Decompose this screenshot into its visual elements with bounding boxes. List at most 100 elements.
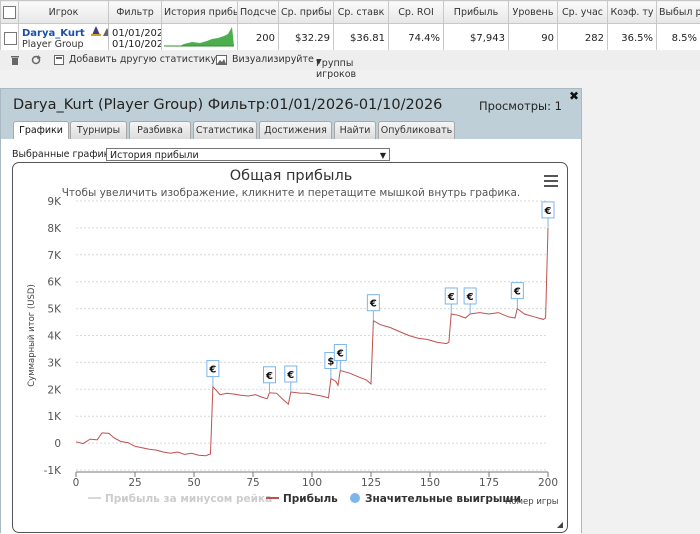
select-all-header[interactable] (1, 1, 19, 24)
big-win-flag-label: € (466, 292, 474, 303)
avg-roi-cell: 74.4% (389, 24, 444, 54)
avg-profit-cell: $32.29 (279, 24, 334, 54)
y-tick-label: 3K (47, 357, 62, 369)
x-tick-label: 150 (420, 477, 440, 489)
col-header-profit-history[interactable]: История прибы (162, 1, 238, 24)
y-tick-label: 4K (47, 331, 62, 343)
x-tick-label: 125 (361, 477, 381, 489)
add-stats-link[interactable]: Добавить другую статистику (69, 54, 216, 65)
hamburger-menu-icon[interactable] (544, 175, 558, 187)
col-header-avg-profit[interactable]: Ср. прибы (279, 1, 334, 24)
tab-breakdown[interactable]: Разбивка (129, 121, 191, 139)
tab-charts[interactable]: Графики (13, 121, 69, 141)
y-tick-label: 8K (47, 223, 62, 235)
table-header-row: Игрок Фильтр История прибы Подсче Ср. пр… (1, 1, 700, 24)
resize-handle-icon[interactable]: ◢ (557, 520, 563, 529)
y-tick-label: 7K (47, 250, 62, 262)
big-win-flag-label: € (336, 348, 344, 359)
player-stats-modal: Darya_Kurt (Player Group) Фильтр:01/01/2… (0, 88, 582, 533)
x-tick-label: 50 (187, 477, 200, 489)
col-header-level[interactable]: Уровень (509, 1, 558, 24)
count-cell: 200 (238, 24, 279, 54)
x-tick-label: 0 (73, 477, 80, 489)
y-axis-label: Суммарный итог (USD) (27, 284, 37, 387)
x-axis-label: Номер игры (505, 497, 558, 507)
big-win-flag-label: € (447, 292, 455, 303)
big-win-flag-label: € (369, 299, 377, 310)
refresh-icon[interactable] (31, 55, 41, 65)
x-tick-label: 200 (538, 477, 558, 489)
legend-profit-label: Прибыль (283, 493, 338, 505)
level-cell: 90 (509, 24, 558, 54)
col-header-avg-roi[interactable]: Ср. ROI (389, 1, 444, 24)
y-tick-label: -1K (44, 465, 62, 477)
legend-bigwin-label: Значительные выигрыши (365, 493, 521, 505)
triangle-icon (103, 28, 109, 36)
tab-achievements[interactable]: Достижения (259, 121, 332, 139)
profit-sparkline[interactable] (162, 24, 238, 50)
profit-cell: $7,943 (444, 24, 509, 54)
col-header-avg-entrants[interactable]: Ср. учас (558, 1, 608, 24)
tab-find[interactable]: Найти (334, 121, 376, 139)
trash-icon[interactable] (10, 55, 20, 65)
chart-select-value: История прибыли (110, 150, 199, 161)
chart-select-label: Выбранные графики: (12, 149, 119, 160)
table-row[interactable]: Darya_Kurt Player Group 01/01/202 01/10/… (1, 24, 700, 54)
tab-publish[interactable]: Опубликовать (378, 121, 455, 139)
big-win-flag-label: € (286, 370, 294, 381)
add-stats-icon[interactable] (54, 55, 64, 65)
col-header-count[interactable]: Подсче (238, 1, 279, 24)
legend-rake-label: Прибыль за минусом рейка (105, 493, 272, 505)
col-header-profit[interactable]: Прибыль (444, 1, 509, 24)
image-icon[interactable] (216, 55, 227, 65)
y-tick-label: 1K (47, 411, 62, 423)
col-header-avg-stake[interactable]: Ср. ставк (334, 1, 389, 24)
row-checkbox[interactable] (4, 32, 17, 45)
big-win-flag-label: € (265, 371, 273, 382)
chart-title: Общая прибыль (13, 168, 569, 184)
player-groups-label: Группы игроков (316, 58, 356, 80)
early-out-cell: 8.5% (657, 24, 700, 54)
y-tick-label: 9K (47, 196, 62, 208)
chart-select[interactable]: История прибыли ▼ (106, 148, 390, 161)
x-tick-label: 175 (479, 477, 499, 489)
filter-to: 01/10/202 (112, 39, 158, 50)
big-win-flag-label: $ (327, 357, 334, 368)
modal-title: Darya_Kurt (Player Group) Фильтр:01/01/2… (13, 97, 442, 113)
select-all-checkbox[interactable] (3, 6, 16, 19)
y-tick-label: 6K (47, 277, 62, 289)
visualize-link[interactable]: Визуализируйте (232, 54, 314, 65)
wizard-hat-icon (91, 26, 101, 36)
col-header-itm[interactable]: Коэф. ту (608, 1, 657, 24)
y-tick-label: 2K (47, 384, 62, 396)
big-win-flag-label: € (208, 365, 216, 376)
big-win-flag-label: € (544, 206, 552, 217)
chevron-down-icon: ▼ (380, 149, 386, 162)
table-toolbar: Добавить другую статистику Визуализируйт… (0, 50, 700, 70)
profit-chart[interactable]: Общая прибыль Чтобы увеличить изображени… (12, 162, 568, 533)
row-select-cell[interactable] (1, 24, 19, 54)
y-tick-label: 0 (54, 438, 61, 450)
legend-bigwin-swatch (350, 493, 360, 503)
itm-cell: 36.5% (608, 24, 657, 54)
col-header-filter[interactable]: Фильтр (109, 1, 162, 24)
player-cell: Darya_Kurt Player Group (19, 24, 109, 54)
stats-panel: Игрок Фильтр История прибы Подсче Ср. пр… (0, 0, 700, 70)
profit-series-line (76, 228, 548, 456)
tab-statistics[interactable]: Статистика (193, 121, 257, 139)
x-tick-label: 75 (246, 477, 259, 489)
caret-down-icon: ▼ (316, 58, 321, 66)
col-header-player[interactable]: Игрок (19, 1, 109, 24)
col-header-early-out[interactable]: Выбыл ра (657, 1, 700, 24)
player-group-label: Player Group (22, 39, 105, 50)
filter-from: 01/01/202 (112, 28, 158, 39)
avg-stake-cell: $36.81 (334, 24, 389, 54)
views-count: Просмотры: 1 (479, 99, 562, 113)
close-icon[interactable]: ✖ (569, 89, 579, 103)
tab-tournaments[interactable]: Турниры (70, 121, 127, 139)
x-tick-label: 100 (302, 477, 322, 489)
big-win-flag-label: € (513, 287, 521, 298)
profit-history-cell[interactable] (162, 24, 238, 54)
avg-entrants-cell: 282 (558, 24, 608, 54)
